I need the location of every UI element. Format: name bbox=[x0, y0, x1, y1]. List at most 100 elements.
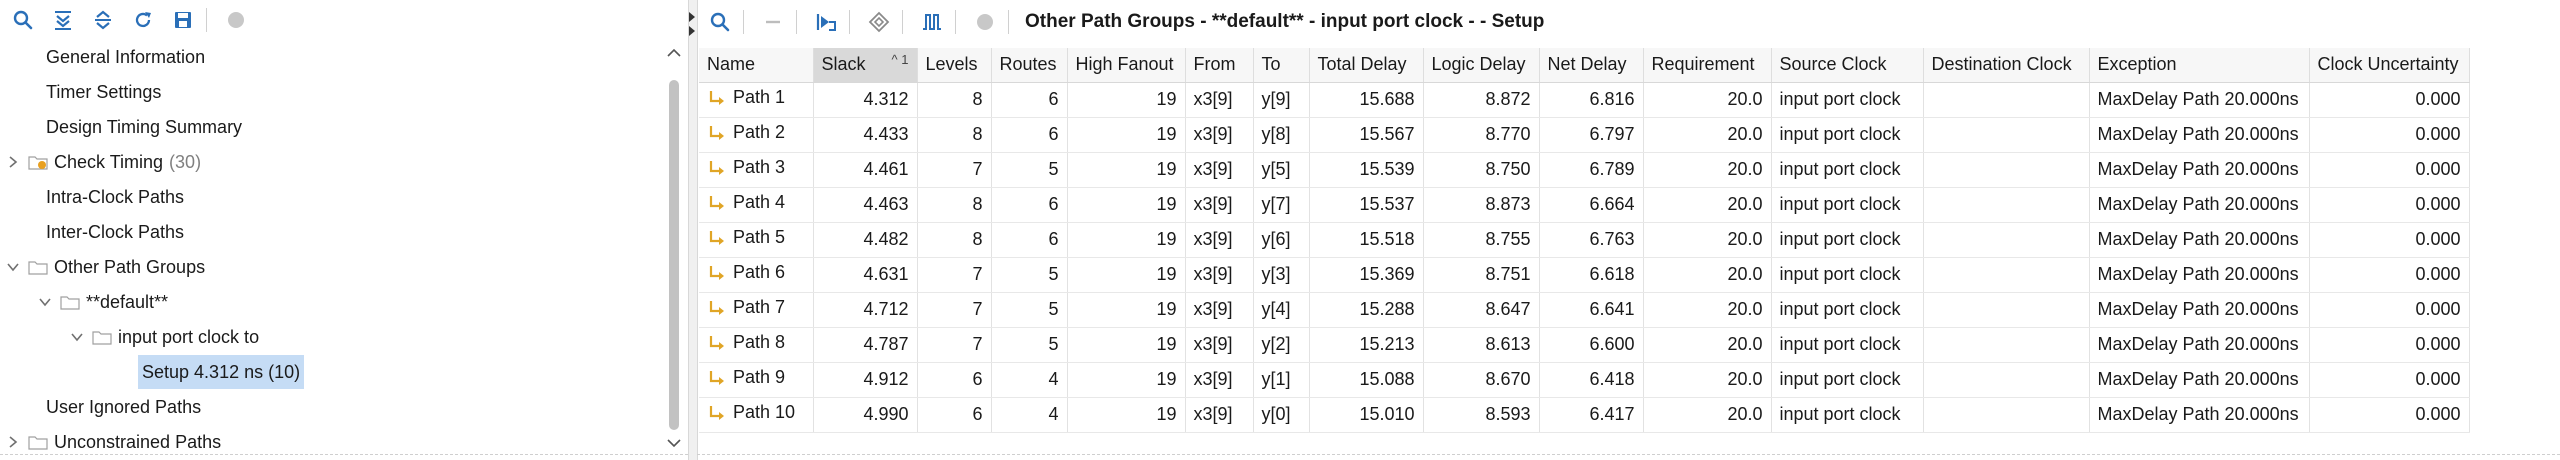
cell-levels: 8 bbox=[917, 82, 992, 118]
scrollbar-thumb[interactable] bbox=[669, 80, 679, 430]
tree-item-general-information[interactable]: General Information bbox=[46, 40, 205, 74]
pane-splitter[interactable] bbox=[688, 0, 698, 460]
table-row[interactable]: Path 1 4.312 8 6 19 x3[9] y[9] 15.688 8.872 6.816… bbox=[699, 82, 2470, 118]
table-row[interactable]: Path 5 4.482 8 6 19 x3[9] y[6] 15.518 8.755 6.763… bbox=[699, 222, 2470, 258]
scroll-down-icon[interactable] bbox=[667, 438, 681, 448]
search-button[interactable] bbox=[6, 3, 40, 37]
table-row[interactable]: Path 8 4.787 7 5 19 x3[9] y[2] 15.213 8.613 6.600… bbox=[699, 327, 2470, 363]
tree-item-default-group[interactable]: **default** bbox=[38, 285, 168, 319]
cell-name: Path 2 bbox=[699, 117, 814, 153]
cell-destination-clock bbox=[1923, 292, 2090, 328]
cell-requirement: 20.0 bbox=[1643, 187, 1772, 223]
tree-item-user-ignored-paths[interactable]: User Ignored Paths bbox=[46, 390, 201, 424]
tree-item-setup[interactable]: Setup 4.312 ns (10) bbox=[138, 355, 305, 389]
save-button[interactable] bbox=[166, 3, 200, 37]
expand-all-button[interactable] bbox=[86, 3, 120, 37]
cell-slack: 4.463 bbox=[813, 187, 918, 223]
cell-logic-delay: 8.593 bbox=[1423, 397, 1540, 433]
tree-item-input-port-clock[interactable]: input port clock to bbox=[70, 320, 259, 354]
column-header-slack[interactable]: Slack ^ 1 bbox=[813, 48, 918, 83]
tree-toolbar bbox=[0, 0, 688, 40]
tree-item-label: input port clock to bbox=[118, 327, 260, 347]
column-header-to[interactable]: To bbox=[1253, 48, 1310, 83]
column-header-clock-uncertainty[interactable]: Clock Uncertainty bbox=[2309, 48, 2470, 83]
stop-button[interactable] bbox=[968, 5, 1002, 39]
timing-path-icon bbox=[709, 125, 724, 140]
chevron-right-icon[interactable] bbox=[6, 155, 20, 169]
cell-source-clock: input port clock bbox=[1771, 327, 1924, 363]
cell-high-fanout: 19 bbox=[1067, 327, 1186, 363]
column-header-name[interactable]: Name bbox=[699, 48, 814, 83]
tree-item-other-path-groups[interactable]: Other Path Groups bbox=[6, 250, 205, 284]
tree-scrollbar[interactable] bbox=[664, 40, 684, 460]
column-header-destination-clock[interactable]: Destination Clock bbox=[1923, 48, 2090, 83]
timing-paths-table: Name Slack ^ 1 Levels Routes High Fanout … bbox=[699, 48, 2470, 433]
cell-total-delay: 15.537 bbox=[1309, 187, 1424, 223]
tree-item-timer-settings[interactable]: Timer Settings bbox=[46, 75, 161, 109]
cell-exception: MaxDelay Path 20.000ns bbox=[2089, 82, 2310, 118]
stop-button[interactable] bbox=[219, 3, 253, 37]
search-icon bbox=[710, 12, 730, 32]
table-row[interactable]: Path 9 4.912 6 4 19 x3[9] y[1] 15.088 8.670 6.418… bbox=[699, 362, 2470, 398]
table-row[interactable]: Path 4 4.463 8 6 19 x3[9] y[7] 15.537 8.873 6.664… bbox=[699, 187, 2470, 223]
tree-item-label: User Ignored Paths bbox=[46, 397, 202, 417]
tree-item-check-timing[interactable]: Check Timing (30) bbox=[6, 145, 201, 179]
select-path-button[interactable] bbox=[809, 5, 843, 39]
table-row[interactable]: Path 10 4.990 6 4 19 x3[9] y[0] 15.010 8.593 6.41… bbox=[699, 397, 2470, 433]
cell-name: Path 5 bbox=[699, 222, 814, 258]
scroll-up-icon[interactable] bbox=[667, 48, 681, 58]
table-row[interactable]: Path 6 4.631 7 5 19 x3[9] y[3] 15.369 8.751 6.618… bbox=[699, 257, 2470, 293]
column-header-exception[interactable]: Exception bbox=[2089, 48, 2310, 83]
chevron-down-icon[interactable] bbox=[38, 295, 52, 309]
cell-to: y[4] bbox=[1253, 292, 1310, 328]
column-header-high-fanout[interactable]: High Fanout bbox=[1067, 48, 1186, 83]
chevron-down-icon[interactable] bbox=[70, 330, 84, 344]
refresh-button[interactable] bbox=[126, 3, 160, 37]
refresh-icon bbox=[135, 12, 151, 28]
cell-requirement: 20.0 bbox=[1643, 117, 1772, 153]
tree-item-label: Check Timing bbox=[54, 152, 164, 172]
table-search-button[interactable] bbox=[703, 5, 737, 39]
column-header-from[interactable]: From bbox=[1185, 48, 1254, 83]
cell-clock-uncertainty: 0.000 bbox=[2309, 117, 2470, 153]
waveform-button[interactable] bbox=[915, 5, 949, 39]
column-header-levels[interactable]: Levels bbox=[917, 48, 992, 83]
table-row[interactable]: Path 2 4.433 8 6 19 x3[9] y[8] 15.567 8.770 6.797… bbox=[699, 117, 2470, 153]
expand-all-icon bbox=[95, 10, 111, 30]
cell-slack: 4.433 bbox=[813, 117, 918, 153]
tree-item-intra-clock-paths[interactable]: Intra-Clock Paths bbox=[46, 180, 184, 214]
column-header-total-delay[interactable]: Total Delay bbox=[1309, 48, 1424, 83]
cell-net-delay: 6.417 bbox=[1539, 397, 1644, 433]
diamond-button[interactable] bbox=[862, 5, 896, 39]
chevron-down-icon[interactable] bbox=[6, 260, 20, 274]
cell-to: y[3] bbox=[1253, 257, 1310, 293]
cell-logic-delay: 8.750 bbox=[1423, 152, 1540, 188]
tree-item-unconstrained-paths[interactable]: Unconstrained Paths bbox=[6, 425, 221, 459]
cell-high-fanout: 19 bbox=[1067, 82, 1186, 118]
path-select-icon bbox=[816, 14, 836, 31]
column-header-requirement[interactable]: Requirement bbox=[1643, 48, 1772, 83]
column-header-routes[interactable]: Routes bbox=[991, 48, 1068, 83]
cell-from: x3[9] bbox=[1185, 362, 1254, 398]
minus-button[interactable] bbox=[756, 5, 790, 39]
collapse-pane-icon[interactable] bbox=[687, 10, 697, 38]
column-header-net-delay[interactable]: Net Delay bbox=[1539, 48, 1644, 83]
tree-item-label: Intra-Clock Paths bbox=[46, 187, 185, 207]
table-row[interactable]: Path 7 4.712 7 5 19 x3[9] y[4] 15.288 8.647 6.641… bbox=[699, 292, 2470, 328]
chevron-right-icon[interactable] bbox=[6, 435, 20, 449]
cell-total-delay: 15.539 bbox=[1309, 152, 1424, 188]
collapse-all-button[interactable] bbox=[46, 3, 80, 37]
table-row[interactable]: Path 3 4.461 7 5 19 x3[9] y[5] 15.539 8.750 6.789… bbox=[699, 152, 2470, 188]
column-header-logic-delay[interactable]: Logic Delay bbox=[1423, 48, 1540, 83]
cell-from: x3[9] bbox=[1185, 117, 1254, 153]
cell-logic-delay: 8.755 bbox=[1423, 222, 1540, 258]
tree-item-design-timing-summary[interactable]: Design Timing Summary bbox=[46, 110, 242, 144]
cell-net-delay: 6.600 bbox=[1539, 327, 1644, 363]
cell-net-delay: 6.763 bbox=[1539, 222, 1644, 258]
cell-high-fanout: 19 bbox=[1067, 117, 1186, 153]
column-header-source-clock[interactable]: Source Clock bbox=[1771, 48, 1924, 83]
cell-name: Path 3 bbox=[699, 152, 814, 188]
cell-total-delay: 15.567 bbox=[1309, 117, 1424, 153]
tree-item-inter-clock-paths[interactable]: Inter-Clock Paths bbox=[46, 215, 184, 249]
cell-total-delay: 15.518 bbox=[1309, 222, 1424, 258]
